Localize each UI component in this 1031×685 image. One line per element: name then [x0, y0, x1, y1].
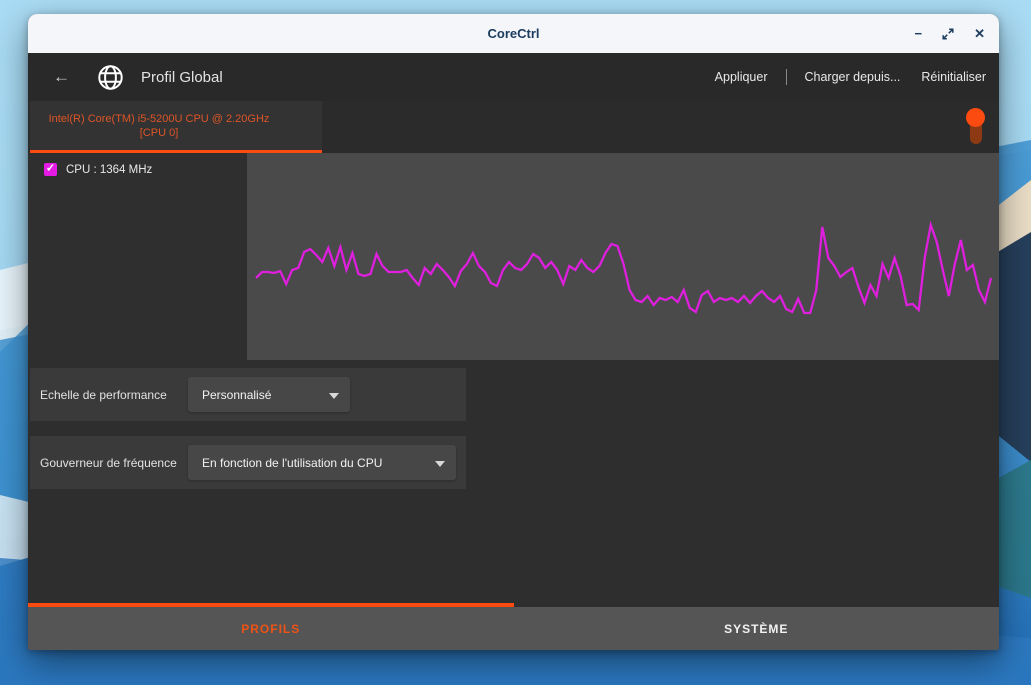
cpu-tab-index: [CPU 0] — [139, 127, 179, 139]
empty-area — [28, 497, 999, 603]
reset-button[interactable]: Réinitialiser — [921, 70, 986, 84]
back-button[interactable]: ← — [53, 67, 70, 86]
frequency-controls: Echelle de performance Personnalisé Gouv… — [28, 360, 999, 497]
cpu-enable-toggle[interactable] — [966, 108, 985, 146]
active-main-tab-indicator — [28, 603, 514, 607]
performance-scale-value: Personnalisé — [202, 387, 272, 402]
frequency-governor-label: Gouverneur de fréquence — [40, 455, 177, 470]
tab-systeme[interactable]: SYSTÈME — [724, 621, 789, 636]
main-tabbar: PROFILS SYSTÈME — [28, 603, 999, 650]
profile-header: ← Profil Global Appliquer Charger depuis… — [28, 53, 999, 101]
performance-scale-select[interactable]: Personnalisé — [188, 377, 350, 412]
cpu-frequency-checkbox[interactable]: ✓ — [44, 163, 57, 176]
corectrl-window: CoreCtrl − ✕ ← Profil Glob — [28, 14, 999, 650]
globe-icon — [98, 64, 123, 90]
main-tabbar-bar: PROFILS SYSTÈME — [28, 607, 999, 650]
toggle-knob-icon — [966, 108, 985, 127]
close-button[interactable]: ✕ — [974, 26, 985, 41]
cpu-frequency-label: CPU : 1364 MHz — [66, 163, 153, 176]
device-tabstrip: Intel(R) Core(TM) i5-5200U CPU @ 2.20GHz… — [28, 101, 999, 153]
minimize-button[interactable]: − — [914, 26, 923, 41]
maximize-button[interactable] — [942, 27, 954, 40]
titlebar[interactable]: CoreCtrl − ✕ — [28, 14, 999, 53]
frequency-governor-row: Gouverneur de fréquence En fonction de l… — [30, 436, 466, 489]
performance-scale-row: Echelle de performance Personnalisé — [30, 368, 466, 421]
tab-cpu0[interactable]: Intel(R) Core(TM) i5-5200U CPU @ 2.20GHz… — [30, 101, 322, 153]
action-divider — [785, 69, 787, 85]
monitor-section: ✓ CPU : 1364 MHz — [28, 153, 999, 360]
frequency-line — [255, 220, 993, 315]
cpu-tab-name: Intel(R) Core(TM) i5-5200U CPU @ 2.20GHz — [48, 113, 270, 125]
window-title: CoreCtrl — [487, 26, 540, 41]
frequency-governor-select[interactable]: En fonction de l'utilisation du CPU — [188, 445, 456, 480]
page-title: Profil Global — [141, 68, 223, 86]
active-tab-indicator — [30, 150, 322, 153]
cpu-frequency-chart — [247, 153, 999, 360]
performance-scale-label: Echelle de performance — [40, 387, 167, 402]
window-controls: − ✕ — [915, 14, 986, 53]
apply-button[interactable]: Appliquer — [714, 70, 768, 84]
cpu-frequency-checkbox-row[interactable]: ✓ CPU : 1364 MHz — [44, 163, 247, 176]
header-actions: Appliquer Charger depuis... Réinitialise… — [712, 66, 989, 88]
tab-profils[interactable]: PROFILS — [241, 621, 301, 636]
checkmark-icon: ✓ — [45, 162, 56, 175]
maximize-icon — [942, 27, 954, 40]
chevron-down-icon — [329, 392, 339, 399]
chevron-down-icon — [435, 460, 445, 467]
sensor-list-panel: ✓ CPU : 1364 MHz — [28, 153, 247, 360]
frequency-governor-value: En fonction de l'utilisation du CPU — [202, 455, 383, 470]
load-from-button[interactable]: Charger depuis... — [804, 70, 901, 84]
